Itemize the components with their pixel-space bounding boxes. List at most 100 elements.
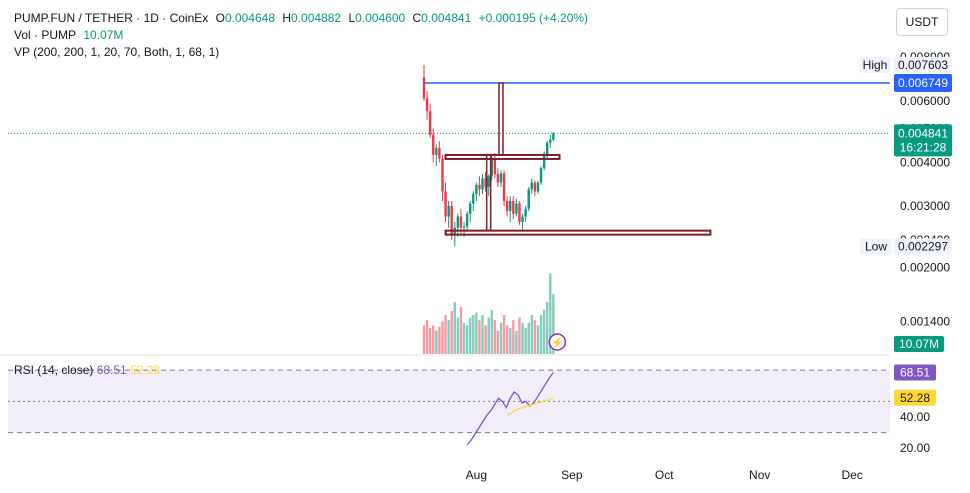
rsi-ma-legend-value: 52.28 — [130, 363, 161, 377]
open-label: O — [215, 11, 225, 25]
price-tick-label: 0.004000 — [900, 155, 950, 169]
price-tick-label: 0.002000 — [900, 261, 950, 275]
candle-body — [499, 173, 503, 183]
event-icon-glyph: ⚡ — [551, 336, 563, 349]
candle-body — [490, 158, 493, 177]
volume-bar — [542, 309, 546, 354]
candle-body — [512, 201, 515, 214]
volume-bar — [481, 315, 484, 354]
candle-body — [509, 201, 512, 212]
candle-body — [447, 205, 450, 217]
candle-body — [484, 178, 487, 188]
volume-bar — [527, 322, 530, 354]
candle-body — [487, 176, 490, 188]
candle-body — [450, 205, 453, 234]
candle-body — [496, 174, 500, 183]
candle-body — [530, 182, 533, 190]
last-price-box — [894, 124, 952, 157]
change-value: +0.000195 (+4.20%) — [478, 11, 589, 25]
volume-bar — [502, 315, 506, 354]
price-tick-label: 0.003000 — [900, 199, 950, 213]
volume-bar — [422, 325, 426, 354]
candle-body — [549, 139, 552, 143]
pattern-pole[interactable] — [485, 154, 492, 232]
rsi-value-box — [894, 364, 936, 381]
volume-bar — [490, 309, 493, 354]
candle-body — [505, 201, 509, 212]
volume-bar — [552, 294, 555, 354]
time-tick-label: Aug — [466, 468, 487, 482]
candle-body — [493, 158, 497, 175]
volume-bar — [428, 328, 432, 354]
time-tick-label: Oct — [655, 468, 674, 482]
low-value: 0.002297 — [898, 240, 948, 254]
volume-bar — [453, 302, 456, 354]
volume-bar — [487, 317, 490, 354]
event-icon[interactable] — [548, 333, 567, 351]
candle-body — [438, 147, 441, 159]
rsi-axis-value: 68.51 — [900, 365, 930, 379]
volume-bar — [505, 325, 509, 354]
time-tick-label: Nov — [749, 468, 770, 482]
target-pole[interactable] — [498, 82, 504, 156]
volume-bar — [472, 315, 475, 354]
volume-bar — [469, 317, 472, 354]
volume-bar — [435, 330, 438, 354]
candle-body — [462, 226, 466, 228]
volume-bar — [425, 320, 429, 354]
candle-body — [542, 154, 546, 169]
candle-body — [527, 189, 530, 209]
vp-label: VP (200, 200, 1, 20, 70, Both, 1, 68, 1) — [14, 45, 220, 59]
volume-bar — [496, 330, 500, 354]
price-tick-label: 0.001400 — [900, 315, 950, 329]
rsi-legend-value: 68.51 — [96, 363, 127, 377]
volume-bar — [450, 311, 453, 354]
rsi-legend: RSI (14, close) 68.51 52.28 — [14, 363, 160, 377]
volume-bar — [432, 325, 435, 354]
countdown-value: 16:21:28 — [900, 140, 947, 154]
candle-body — [428, 111, 432, 135]
vp-legend: VP (200, 200, 1, 20, 70, Both, 1, 68, 1) — [14, 45, 223, 60]
volume-bar — [478, 320, 481, 354]
high-value: 0.004882 — [291, 11, 342, 25]
volume-bar — [512, 320, 515, 354]
last-price-value: 0.004841 — [898, 126, 948, 140]
high-value-box — [894, 56, 952, 73]
high-label: High — [863, 58, 888, 72]
candle-body — [536, 182, 540, 192]
symbol-title: PUMP.FUN / TETHER · 1D · CoinEx — [14, 11, 209, 25]
high-value: 0.007603 — [898, 58, 948, 72]
low-label: L — [348, 11, 356, 25]
currency-button[interactable]: USDT — [896, 8, 948, 36]
candle-body — [539, 168, 543, 183]
volume-bar — [459, 307, 463, 354]
level-value-box — [894, 73, 952, 92]
rsi-ma-axis-value: 52.28 — [900, 391, 930, 405]
volume-bar — [549, 273, 552, 354]
close-label: C — [412, 11, 422, 25]
rsi-tick-label: 20.00 — [900, 441, 930, 455]
low-value-box — [894, 238, 952, 255]
candle-body — [475, 184, 478, 194]
candle-body — [459, 216, 463, 228]
high-label: H — [282, 11, 292, 25]
candle-body — [524, 208, 527, 217]
volume-bar — [462, 322, 466, 354]
volume-bar — [530, 315, 533, 354]
volume-value-box — [894, 336, 944, 352]
candle-body — [435, 147, 438, 155]
candle-body — [422, 77, 426, 99]
candle-body — [481, 178, 484, 190]
candle-body — [465, 213, 469, 227]
volume-bar — [444, 315, 447, 354]
rsi-name: RSI (14, close) — [14, 363, 94, 377]
rsi-ma-line — [506, 397, 554, 416]
rsi-ma-value-box — [894, 389, 936, 406]
price-tick-label: 0.006000 — [900, 94, 950, 108]
support-zone[interactable] — [444, 229, 712, 236]
candle-body — [533, 182, 537, 192]
low-label: Low — [865, 240, 887, 254]
rsi-tick-label: 40.00 — [900, 410, 930, 424]
volume-bar — [438, 326, 441, 354]
